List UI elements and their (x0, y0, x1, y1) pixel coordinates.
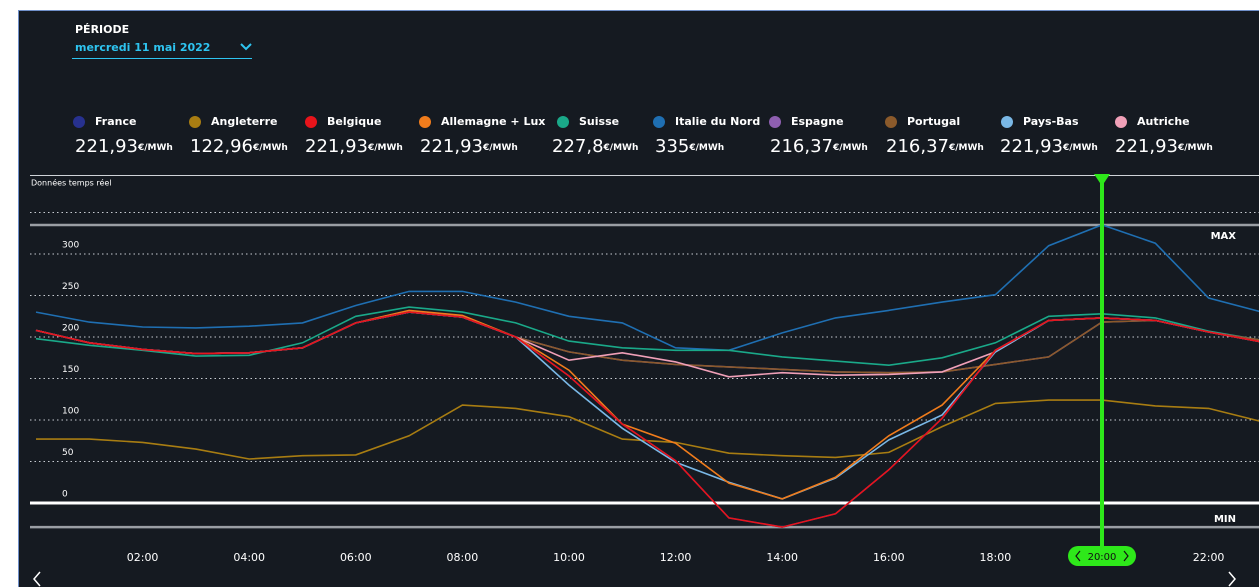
series-line (35, 311, 1259, 528)
legend-value: 216,37€/MWh (770, 136, 868, 157)
current-value: 221,93 (75, 136, 138, 157)
y-tick-label: 300 (62, 241, 79, 251)
current-value: 221,93 (1000, 136, 1063, 157)
unit: €/MWh (252, 143, 288, 153)
current-value: 122,96 (190, 136, 253, 157)
legend-name: Allemagne + Lux (441, 115, 545, 128)
legend-value: 221,93€/MWh (1115, 136, 1213, 157)
legend-name: Belgique (327, 115, 381, 128)
max-label: MAX (1211, 231, 1237, 242)
unit: €/MWh (948, 143, 984, 153)
y-tick-label: 100 (62, 407, 79, 417)
next-arrow[interactable] (1228, 571, 1236, 587)
legend-dot (419, 116, 431, 128)
x-tick-label: 10:00 (553, 551, 585, 564)
cursor-label: 20:00 (1088, 552, 1117, 563)
y-tick-label: 200 (62, 324, 79, 334)
legend-value: 335€/MWh (655, 136, 724, 157)
legend-dot (1115, 116, 1127, 128)
y-tick-label: 150 (62, 365, 79, 375)
period-label: PÉRIODE (75, 23, 129, 36)
cursor-handle (1094, 174, 1110, 186)
legend-dot (885, 116, 897, 128)
legend-value: 221,93€/MWh (75, 136, 173, 157)
cursor-next (1123, 550, 1129, 562)
legend-value: 221,93€/MWh (420, 136, 518, 157)
unit: €/MWh (832, 143, 868, 153)
series-line (36, 399, 1259, 460)
legend-value: 227,8€/MWh (552, 136, 638, 157)
unit: €/MWh (482, 143, 518, 153)
current-value: 221,93 (1115, 136, 1178, 157)
current-value: 335 (655, 136, 689, 157)
legend-name: Espagne (791, 115, 844, 128)
subtitle: Données temps réel (31, 178, 112, 188)
x-tick-label: 04:00 (233, 551, 265, 564)
current-value: 227,8 (552, 136, 604, 157)
date-select[interactable]: mercredi 11 mai 2022 (75, 41, 210, 54)
unit: €/MWh (688, 143, 724, 153)
legend-value: 122,96€/MWh (190, 136, 288, 157)
y-tick-label: 0 (62, 490, 68, 500)
unit: €/MWh (367, 143, 403, 153)
legend-value: 221,93€/MWh (305, 136, 403, 157)
legend-value: 216,37€/MWh (886, 136, 984, 157)
unit: €/MWh (603, 143, 639, 153)
x-tick-label: 02:00 (127, 551, 159, 564)
x-tick-label: 08:00 (447, 551, 479, 564)
dropdown-chevron[interactable] (240, 43, 252, 51)
panel (19, 10, 1259, 587)
x-tick-label: 18:00 (980, 551, 1012, 564)
legend-name: Italie du Nord (675, 115, 760, 128)
series-line (35, 224, 1259, 352)
legend-dot (653, 116, 665, 128)
legend-dot (73, 116, 85, 128)
unit: €/MWh (1062, 143, 1098, 153)
x-tick-label: 06:00 (340, 551, 372, 564)
legend-dot (769, 116, 781, 128)
legend-name: Portugal (907, 115, 960, 128)
unit: €/MWh (137, 143, 173, 153)
legend-name: France (95, 115, 136, 128)
legend-dot (557, 116, 569, 128)
cursor-prev (1075, 550, 1081, 562)
legend-name: Autriche (1137, 115, 1190, 128)
y-tick-label: 50 (62, 448, 74, 458)
legend-name: Angleterre (211, 115, 277, 128)
current-value: 216,37 (886, 136, 949, 157)
x-tick-label: 22:00 (1193, 551, 1225, 564)
legend-dot (189, 116, 201, 128)
cursor-pill (1068, 546, 1136, 566)
current-value: 216,37 (770, 136, 833, 157)
x-tick-label: 16:00 (873, 551, 905, 564)
series-line (35, 306, 1259, 367)
x-tick-label: 14:00 (766, 551, 798, 564)
min-label: MIN (1214, 514, 1236, 525)
legend-dot (305, 116, 317, 128)
unit: €/MWh (1177, 143, 1213, 153)
legend-name: Suisse (579, 115, 619, 128)
current-value: 221,93 (420, 136, 483, 157)
prev-arrow[interactable] (33, 571, 41, 587)
legend-value: 221,93€/MWh (1000, 136, 1098, 157)
legend-dot (1001, 116, 1013, 128)
x-tick-label: 12:00 (660, 551, 692, 564)
current-value: 221,93 (305, 136, 368, 157)
legend-name: Pays-Bas (1023, 115, 1079, 128)
y-tick-label: 250 (62, 282, 79, 292)
